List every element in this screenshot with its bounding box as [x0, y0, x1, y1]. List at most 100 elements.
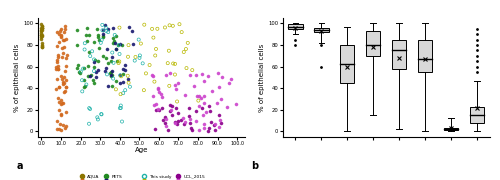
Point: [58, 27, 66, 30]
Point: [100, 35, 108, 38]
Point: [54, 96, 62, 99]
Point: [166, 104, 173, 107]
Point: [62, 57, 70, 60]
Point: [125, 25, 133, 28]
Point: [172, 106, 180, 109]
Point: [86, 108, 94, 111]
Point: [112, 47, 120, 50]
Point: [150, 127, 158, 130]
Point: [60, 39, 68, 41]
Point: [58, 78, 66, 80]
Point: [104, 47, 112, 50]
Point: [62, 86, 70, 89]
Point: [83, 26, 91, 29]
Point: [216, 121, 224, 124]
Point: [62, 64, 70, 67]
Point: [60, 81, 68, 84]
Point: [211, 123, 219, 126]
Point: [53, 60, 61, 63]
FancyBboxPatch shape: [392, 40, 406, 69]
Point: [60, 46, 68, 48]
Point: [54, 56, 62, 59]
Point: [162, 117, 170, 120]
Point: [151, 54, 159, 57]
Y-axis label: % of epithelial cells: % of epithelial cells: [260, 43, 266, 112]
Point: [104, 31, 112, 34]
Point: [138, 62, 146, 65]
Point: [57, 128, 65, 131]
Point: [74, 63, 82, 66]
Point: [80, 67, 88, 69]
Point: [174, 81, 182, 84]
Point: [38, 30, 46, 33]
Point: [109, 77, 117, 80]
Point: [88, 74, 96, 77]
Point: [94, 116, 102, 119]
Point: [76, 72, 84, 75]
Point: [158, 119, 166, 122]
Point: [165, 49, 173, 52]
Point: [52, 78, 60, 81]
Point: [152, 102, 160, 105]
Point: [181, 120, 189, 123]
Point: [58, 56, 66, 59]
Point: [206, 109, 214, 112]
Point: [61, 90, 69, 93]
Point: [176, 23, 184, 26]
Point: [116, 60, 124, 63]
Point: [161, 121, 169, 124]
Point: [112, 35, 120, 38]
Point: [74, 70, 82, 73]
Point: [52, 65, 60, 68]
Point: [112, 80, 120, 83]
Point: [92, 76, 100, 79]
Point: [98, 29, 106, 32]
Point: [210, 124, 218, 127]
Point: [38, 27, 46, 30]
FancyBboxPatch shape: [288, 24, 302, 29]
Point: [184, 41, 192, 44]
Point: [130, 59, 138, 62]
Point: [53, 45, 61, 48]
Point: [62, 86, 70, 89]
Point: [109, 36, 117, 39]
Point: [140, 89, 148, 92]
Point: [59, 123, 67, 126]
Point: [182, 67, 190, 69]
Point: [164, 129, 172, 131]
Point: [37, 35, 45, 38]
Point: [80, 48, 88, 51]
Point: [94, 46, 102, 49]
Point: [216, 126, 224, 129]
Point: [166, 24, 173, 27]
Point: [60, 30, 68, 33]
Point: [118, 44, 126, 46]
Point: [55, 86, 63, 88]
Point: [171, 121, 179, 124]
Point: [162, 115, 170, 118]
Point: [116, 81, 124, 84]
Point: [164, 62, 172, 65]
Point: [150, 104, 158, 107]
Point: [116, 93, 124, 96]
Point: [94, 60, 102, 63]
Point: [85, 122, 93, 125]
Point: [200, 127, 208, 129]
Point: [57, 75, 65, 78]
Point: [108, 85, 116, 87]
Point: [192, 120, 200, 122]
Point: [192, 73, 200, 76]
Point: [120, 64, 128, 66]
Point: [205, 105, 213, 107]
Point: [58, 99, 66, 102]
Point: [100, 24, 108, 26]
Point: [72, 44, 80, 47]
Point: [158, 95, 166, 98]
Point: [60, 75, 68, 78]
Point: [107, 75, 115, 77]
Point: [38, 45, 46, 48]
Point: [53, 128, 61, 131]
Point: [90, 59, 98, 62]
Point: [224, 106, 232, 109]
Point: [106, 72, 114, 75]
